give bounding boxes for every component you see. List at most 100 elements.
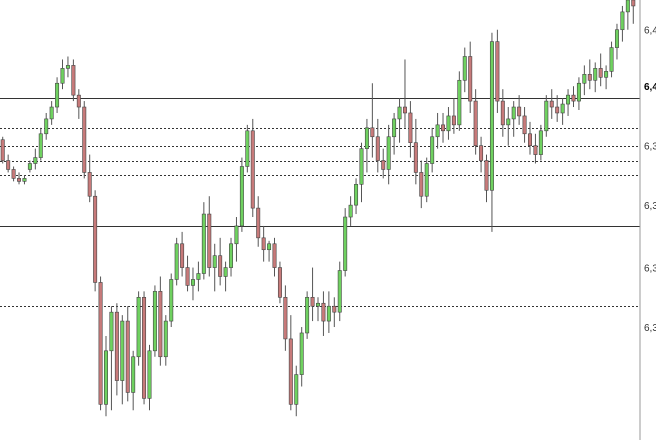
candle-body-up [544, 100, 549, 132]
candle-body-up [190, 279, 195, 286]
candle [76, 89, 81, 119]
candle-body-up [234, 225, 239, 245]
candle-body-up [136, 296, 141, 358]
candle-body-up [201, 213, 206, 274]
candle [582, 65, 587, 96]
candle [11, 166, 16, 182]
candle-body-up [506, 118, 511, 126]
candle-body-up [55, 82, 60, 108]
candle-body-down [185, 267, 190, 286]
candle-body-up [196, 273, 201, 280]
candle [457, 71, 462, 131]
candle [343, 208, 348, 277]
candle-body-down [479, 145, 484, 161]
candle [402, 59, 407, 128]
candle-body-down [310, 296, 315, 307]
candle [511, 101, 516, 137]
candle [87, 154, 92, 203]
candle-body-down [207, 213, 212, 268]
candle-body-down [332, 305, 337, 313]
candle-body-up [109, 311, 114, 352]
candle [587, 59, 592, 90]
candle [430, 127, 435, 173]
candle-body-up [316, 302, 320, 307]
candle-body-up [44, 118, 49, 135]
candle-body-down [256, 207, 261, 239]
candle-body-up [65, 65, 70, 69]
candle-body-up [131, 356, 136, 393]
candle [60, 59, 65, 90]
candle [250, 118, 255, 218]
candle [6, 154, 11, 173]
candle-body-down [528, 133, 532, 146]
candle-body-down [261, 237, 266, 251]
candle [288, 315, 293, 411]
candle-body-down [158, 291, 163, 358]
candle-body-up [163, 320, 168, 358]
candle-body-up [343, 216, 348, 271]
candle-body-down [6, 160, 11, 170]
candle-body-up [446, 115, 451, 132]
candle [169, 273, 174, 328]
candle [38, 127, 43, 161]
candle [223, 261, 228, 292]
candle [33, 148, 38, 170]
candle [277, 261, 282, 304]
candle [196, 261, 201, 292]
candle-body-down [125, 320, 130, 393]
candle [180, 231, 185, 277]
candle-body-down [370, 127, 375, 138]
candle [522, 107, 527, 143]
candle [495, 29, 500, 113]
candle-body-up [337, 270, 342, 313]
candle-body-up [566, 94, 571, 105]
candle-body-up [120, 320, 125, 381]
candle [408, 101, 413, 158]
candle-body-up [620, 11, 625, 31]
candle [598, 53, 603, 87]
candle [413, 118, 418, 185]
candle [517, 95, 522, 125]
candle [473, 89, 478, 155]
candle-body-down [277, 267, 282, 298]
candle-body-down [402, 106, 407, 114]
candle-body-down [321, 302, 326, 322]
candle [55, 77, 60, 113]
candle [305, 291, 310, 339]
candle [283, 285, 288, 351]
candle [109, 306, 114, 411]
candle [294, 365, 299, 417]
candle [544, 95, 549, 137]
candle [332, 297, 337, 328]
candle [609, 41, 614, 78]
candle [44, 112, 49, 140]
candle-body-down [484, 160, 489, 191]
candle [299, 327, 304, 387]
candle [125, 306, 130, 402]
candle-body-down [413, 142, 418, 173]
candle-body-up [625, 0, 630, 13]
candle [446, 107, 451, 140]
candle-body-up [27, 163, 32, 170]
candle [239, 157, 244, 232]
candle [65, 56, 70, 78]
candle [212, 243, 217, 292]
candle-body-up [326, 305, 331, 322]
candle [419, 160, 424, 209]
candle [147, 344, 152, 411]
candle [370, 83, 375, 158]
candle-body-down [11, 169, 16, 179]
candle-body-down [180, 243, 185, 268]
candle-body-down [517, 106, 522, 117]
candle [136, 291, 141, 366]
candle [571, 86, 576, 108]
candle-body-up [294, 374, 299, 405]
candle-body-up [582, 74, 587, 84]
candle-body-up [511, 106, 516, 120]
candle-body-down [272, 243, 277, 268]
candle-body-down [17, 178, 22, 182]
candle-body-down [0, 139, 5, 161]
candle [604, 65, 609, 90]
candle-body-down [441, 124, 446, 132]
candle-body-up [538, 130, 543, 155]
